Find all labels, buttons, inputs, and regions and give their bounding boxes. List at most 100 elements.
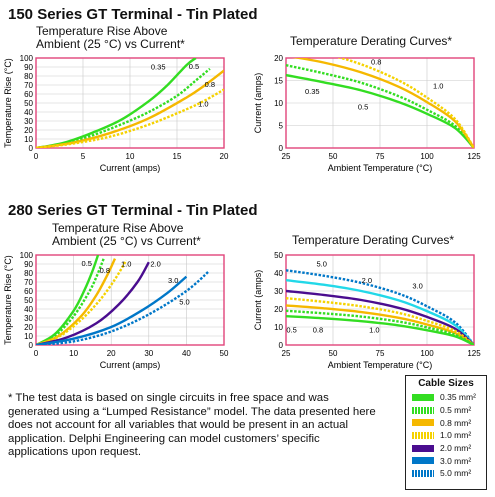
x-axis-label: Ambient Temperature (°C) — [328, 163, 432, 173]
series-line — [36, 275, 188, 345]
series-line — [286, 289, 474, 345]
legend-label: 2.0 mm² — [440, 443, 472, 454]
y-tick-label: 30 — [24, 314, 33, 323]
x-tick-label: 10 — [69, 349, 78, 358]
plot-frame — [285, 254, 475, 346]
x-tick-label: 125 — [467, 152, 481, 161]
series-label: 1.0 — [121, 260, 131, 269]
chart-280-derating: 25 50 75 100 125 0 10 20 30 40 50 Ambient Temperatu… — [253, 251, 481, 370]
y-tick-label: 60 — [24, 90, 33, 99]
series-line — [36, 258, 105, 345]
y-tick-label: 10 — [274, 323, 283, 332]
chart-150-derating: 25 50 75 100 125 0 5 10 15 20 Ambient Temperature … — [253, 54, 481, 173]
y-tick-label: 0 — [29, 144, 34, 153]
series-label: 0.8 — [100, 266, 110, 275]
y-axis-label: Temperature Rise (°C) — [3, 58, 13, 148]
series-line — [286, 279, 474, 345]
y-tick-label: 40 — [274, 269, 283, 278]
series-label: 0.35 — [305, 87, 320, 96]
y-tick-label: 80 — [24, 269, 33, 278]
legend-swatch — [412, 457, 434, 465]
y-tick-label: 20 — [24, 126, 33, 135]
series-line — [292, 58, 474, 148]
x-tick-label: 5 — [81, 152, 86, 161]
footnote: * The test data is based on single circu… — [8, 392, 376, 459]
y-tick-label: 100 — [20, 251, 34, 260]
chart-title-line-2: Ambient (25 °C) vs Current* — [36, 37, 185, 51]
x-tick-label: 50 — [329, 349, 338, 358]
y-tick-label: 30 — [274, 287, 283, 296]
x-axis-label: Ambient Temperature (°C) — [328, 360, 432, 370]
chart-280-rise: 0 10 20 30 40 500102030405060708090100Current… — [3, 251, 229, 370]
section-title-280: 280 Series GT Terminal - Tin Plated — [8, 202, 258, 219]
legend-item: 1.0 mm² — [406, 429, 486, 442]
y-tick-label: 0 — [279, 144, 284, 153]
series-line — [36, 270, 210, 345]
series-label: 0.8 — [205, 80, 215, 89]
x-tick-label: 0 — [34, 349, 39, 358]
series-line — [36, 88, 224, 148]
series-line — [286, 309, 474, 345]
chart-title-150-derating: Temperature Derating Curves* — [290, 34, 453, 48]
series-label: 5.0 — [317, 260, 327, 269]
legend-item: 0.8 mm² — [406, 416, 486, 429]
series-label: 1.0 — [198, 100, 208, 109]
series-line — [286, 297, 474, 345]
x-tick-label: 0 — [34, 152, 39, 161]
legend-label: 1.0 mm² — [440, 430, 472, 441]
x-tick-label: 75 — [376, 349, 385, 358]
y-tick-label: 30 — [24, 117, 33, 126]
y-tick-label: 100 — [20, 54, 34, 63]
chart-title-280-derating: Temperature Derating Curves* — [292, 233, 455, 247]
series-label: 0.5 — [286, 325, 296, 334]
x-tick-label: 25 — [282, 152, 291, 161]
y-tick-label: 20 — [24, 323, 33, 332]
series-line — [36, 261, 150, 345]
series-label: 0.35 — [151, 63, 166, 72]
y-tick-label: 10 — [274, 99, 283, 108]
x-tick-label: 15 — [173, 152, 182, 161]
plot-frame — [35, 254, 225, 346]
chart-title-line-1: Temperature Rise Above — [36, 24, 168, 38]
series-line — [36, 259, 128, 345]
y-tick-label: 70 — [24, 81, 33, 90]
x-tick-label: 25 — [282, 349, 291, 358]
legend-swatch — [412, 393, 434, 401]
legend-swatch — [412, 469, 434, 477]
y-tick-label: 20 — [274, 305, 283, 314]
series-label: 3.0 — [168, 276, 178, 285]
legend-label: 5.0 mm² — [440, 468, 472, 479]
chart-title-280-rise: Temperature Rise Above Ambient (25 °C) v… — [52, 222, 201, 248]
x-tick-label: 40 — [182, 349, 191, 358]
legend-item: 0.35 mm² — [406, 391, 486, 404]
y-tick-label: 15 — [274, 77, 283, 86]
y-tick-label: 60 — [24, 287, 33, 296]
legend-item: 3.0 mm² — [406, 454, 486, 467]
chart-title-150-rise: Temperature Rise Above Ambient (25 °C) v… — [36, 25, 185, 51]
series-label: 3.0 — [412, 281, 422, 290]
x-axis-label: Current (amps) — [100, 163, 161, 173]
series-label: 1.0 — [369, 325, 379, 334]
y-tick-label: 50 — [24, 99, 33, 108]
series-label: 2.0 — [362, 276, 372, 285]
x-tick-label: 100 — [420, 152, 434, 161]
x-tick-label: 75 — [376, 152, 385, 161]
y-tick-label: 20 — [274, 54, 283, 63]
x-tick-label: 10 — [126, 152, 135, 161]
series-line — [336, 58, 474, 148]
legend-rows: 0.35 mm² 0.5 mm² 0.8 mm² 1.0 mm² 2.0 mm² 3.0 … — [406, 391, 486, 480]
x-tick-label: 100 — [420, 349, 434, 358]
series-line — [286, 315, 474, 345]
legend-swatch — [412, 406, 434, 414]
y-tick-label: 90 — [24, 260, 33, 269]
series-line — [36, 58, 197, 148]
legend: Cable Sizes 0.35 mm² 0.5 mm² 0.8 mm² 1.0 mm… — [405, 375, 487, 490]
series-line — [36, 255, 100, 345]
y-tick-label: 5 — [279, 122, 284, 131]
series-label: 0.8 — [371, 57, 381, 66]
x-tick-label: 50 — [220, 349, 229, 358]
y-tick-label: 40 — [24, 305, 33, 314]
x-axis-label: Current (amps) — [100, 360, 161, 370]
series-label: 0.8 — [313, 325, 323, 334]
